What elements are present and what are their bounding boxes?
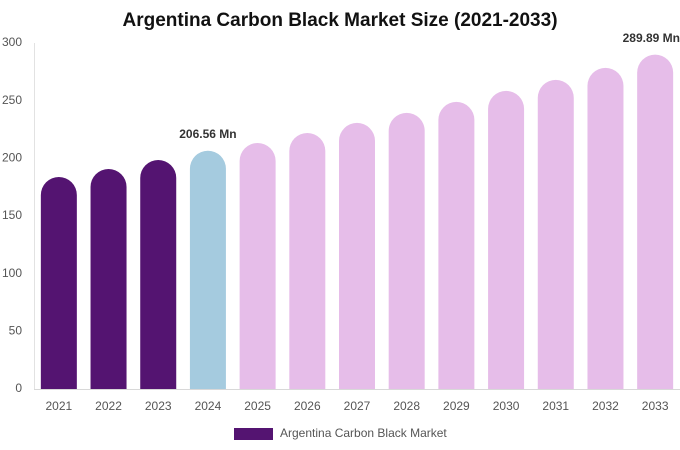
- x-tick-label: 2024: [195, 399, 222, 413]
- bar: [587, 67, 624, 390]
- bar: [140, 159, 177, 389]
- y-tick-label: 200: [2, 151, 22, 165]
- y-tick-label: 250: [2, 93, 22, 107]
- bar: [189, 150, 226, 389]
- x-tick-label: 2033: [642, 399, 669, 413]
- x-tick-label: 2022: [95, 399, 122, 413]
- bar: [537, 79, 574, 389]
- bar: [637, 54, 674, 389]
- x-tick-label: 2029: [443, 399, 470, 413]
- y-tick-label: 300: [2, 35, 22, 49]
- bar: [239, 142, 276, 389]
- chart-title: Argentina Carbon Black Market Size (2021…: [122, 10, 557, 31]
- y-tick-label: 100: [2, 266, 22, 280]
- y-tick-label: 50: [9, 324, 23, 338]
- bar: [90, 168, 127, 389]
- bar: [388, 112, 425, 389]
- x-tick-label: 2023: [145, 399, 172, 413]
- x-tick-label: 2026: [294, 399, 321, 413]
- x-tick-label: 2027: [344, 399, 371, 413]
- bar: [289, 132, 326, 389]
- value-label: 289.89 Mn: [623, 31, 680, 45]
- value-label: 206.56 Mn: [179, 127, 236, 141]
- x-tick-label: 2021: [45, 399, 72, 413]
- x-tick-label: 2028: [393, 399, 420, 413]
- x-tick-label: 2032: [592, 399, 619, 413]
- bar: [339, 122, 375, 390]
- legend-label: Argentina Carbon Black Market: [280, 426, 447, 440]
- legend-swatch: [234, 428, 273, 440]
- bar: [488, 90, 525, 390]
- bar: [40, 177, 77, 389]
- y-tick-label: 0: [15, 381, 22, 395]
- bar: [438, 101, 475, 389]
- x-tick-label: 2031: [542, 399, 569, 413]
- y-tick-label: 150: [2, 208, 22, 222]
- x-tick-label: 2025: [244, 399, 271, 413]
- x-tick-label: 2030: [493, 399, 520, 413]
